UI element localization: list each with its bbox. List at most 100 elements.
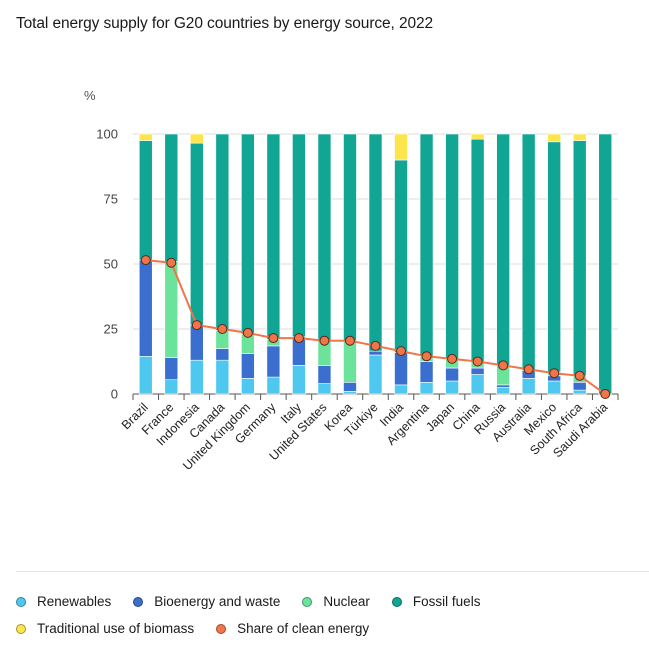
bar-segment-bioenergy-and-waste xyxy=(445,367,459,382)
bar-segment-bioenergy-and-waste xyxy=(164,357,179,381)
y-tick-label: 50 xyxy=(104,257,118,272)
bar-segment-traditional-use-of-biomass xyxy=(138,133,153,141)
legend-swatch xyxy=(16,623,26,634)
y-tick-label: 75 xyxy=(104,192,118,207)
bar-segment-renewables xyxy=(138,355,153,395)
bar-segment-bioenergy-and-waste xyxy=(470,367,485,375)
clean-energy-point xyxy=(140,255,151,266)
bar-segment-bioenergy-and-waste xyxy=(317,365,332,384)
clean-energy-point xyxy=(600,389,611,399)
bar-segment-renewables xyxy=(317,383,332,395)
bar-segment-renewables xyxy=(368,354,383,395)
bar-segment-renewables xyxy=(394,384,408,395)
bar-segment-bioenergy-and-waste xyxy=(241,353,255,379)
y-axis-unit-label: % xyxy=(84,88,96,103)
legend-swatch xyxy=(302,596,313,607)
clean-energy-point xyxy=(370,340,381,351)
legend-row: Renewables Bioenergy and waste Nuclear Foss… xyxy=(16,588,646,615)
bar-segment-renewables xyxy=(445,380,459,395)
y-tick-label: 100 xyxy=(96,127,118,142)
bar-segment-traditional-use-of-biomass xyxy=(470,133,485,140)
bar-segment-fossil-fuels xyxy=(164,133,179,262)
legend-swatch xyxy=(216,623,227,634)
clean-energy-point xyxy=(191,320,202,331)
legend-item: Renewables xyxy=(16,594,111,609)
bar-segment-renewables xyxy=(496,387,510,395)
clean-energy-point xyxy=(344,335,355,346)
bar-segment-fossil-fuels xyxy=(445,133,459,360)
bar-segment-renewables xyxy=(292,365,306,395)
bar-segment-traditional-use-of-biomass xyxy=(572,133,587,141)
clean-energy-point xyxy=(498,360,509,371)
clean-energy-point xyxy=(396,346,407,357)
bar-segment-bioenergy-and-waste xyxy=(419,361,434,383)
bar-segment-nuclear xyxy=(343,340,357,383)
bar-segment-bioenergy-and-waste xyxy=(394,352,408,386)
y-tick-label: 25 xyxy=(104,322,118,337)
legend-item: Nuclear xyxy=(302,594,370,609)
legend-divider xyxy=(16,571,649,572)
bar-segment-bioenergy-and-waste xyxy=(572,381,587,391)
bar-segment-fossil-fuels xyxy=(419,133,434,357)
clean-energy-point xyxy=(319,335,330,346)
legend-label: Nuclear xyxy=(323,594,370,609)
clean-energy-point xyxy=(421,351,432,362)
clean-energy-point xyxy=(268,333,279,344)
bar-segment-renewables xyxy=(470,374,485,395)
legend-swatch xyxy=(391,596,402,607)
bar-segment-traditional-use-of-biomass xyxy=(547,133,561,143)
legend-label: Bioenergy and waste xyxy=(154,594,281,609)
bar-segment-renewables xyxy=(241,378,255,395)
legend-item: Bioenergy and waste xyxy=(133,594,280,609)
bar-segment-traditional-use-of-biomass xyxy=(394,133,408,161)
bar-segment-renewables xyxy=(164,379,179,395)
clean-energy-point xyxy=(574,370,585,381)
bar-segment-fossil-fuels xyxy=(521,133,536,371)
bar-segment-bioenergy-and-waste xyxy=(368,350,383,356)
bar-segment-renewables xyxy=(547,380,561,395)
bar-segment-fossil-fuels xyxy=(317,133,332,341)
bar-segment-fossil-fuels xyxy=(241,133,255,335)
bar-segment-fossil-fuels xyxy=(215,133,230,331)
bar-segment-fossil-fuels xyxy=(190,142,204,326)
legend-label: Share of clean energy xyxy=(237,621,370,636)
bar-segment-renewables xyxy=(419,381,434,395)
bar-segment-bioenergy-and-waste xyxy=(138,259,153,357)
bar-segment-bioenergy-and-waste xyxy=(496,384,510,388)
legend-item: Share of clean energy xyxy=(216,621,369,636)
clean-energy-point xyxy=(293,333,304,344)
bar-segment-renewables xyxy=(190,359,204,395)
clean-energy-point xyxy=(447,353,458,364)
clean-energy-point xyxy=(242,327,253,338)
bar-segment-renewables xyxy=(572,389,587,395)
bar-segment-renewables xyxy=(215,359,230,395)
clean-energy-point xyxy=(166,257,177,268)
bar-segment-bioenergy-and-waste xyxy=(266,345,281,378)
bar-segment-renewables xyxy=(343,391,357,395)
bar-segment-fossil-fuels xyxy=(598,133,613,395)
bar-segment-fossil-fuels xyxy=(266,133,281,340)
legend-item: Traditional use of biomass xyxy=(16,621,194,636)
chart-legend: Renewables Bioenergy and waste Nuclear Foss… xyxy=(16,588,646,642)
clean-energy-point xyxy=(472,356,483,367)
clean-energy-point xyxy=(549,368,560,379)
bar-segment-renewables xyxy=(521,378,536,395)
bar-segment-fossil-fuels xyxy=(292,133,306,338)
legend-swatch xyxy=(133,596,144,607)
stacked-bar-chart: %0255075100BrazilFranceIndonesiaCanadaUn… xyxy=(84,88,619,473)
clean-energy-point xyxy=(217,324,228,334)
clean-energy-point xyxy=(523,364,534,375)
bar-segment-renewables xyxy=(266,376,281,395)
legend-item: Fossil fuels xyxy=(391,594,481,609)
bar-segment-bioenergy-and-waste xyxy=(343,381,357,392)
legend-row: Traditional use of biomass Share of clean… xyxy=(16,615,646,642)
bar-segment-fossil-fuels xyxy=(547,141,561,373)
bar-segment-fossil-fuels xyxy=(138,140,153,261)
bar-segment-traditional-use-of-biomass xyxy=(190,133,204,144)
bar-segment-fossil-fuels xyxy=(496,133,510,366)
bar-segment-fossil-fuels xyxy=(572,140,587,377)
bar-segment-bioenergy-and-waste xyxy=(190,324,204,361)
bar-segment-fossil-fuels xyxy=(343,133,357,341)
legend-label: Fossil fuels xyxy=(412,594,481,609)
bar-segment-fossil-fuels xyxy=(368,133,383,352)
